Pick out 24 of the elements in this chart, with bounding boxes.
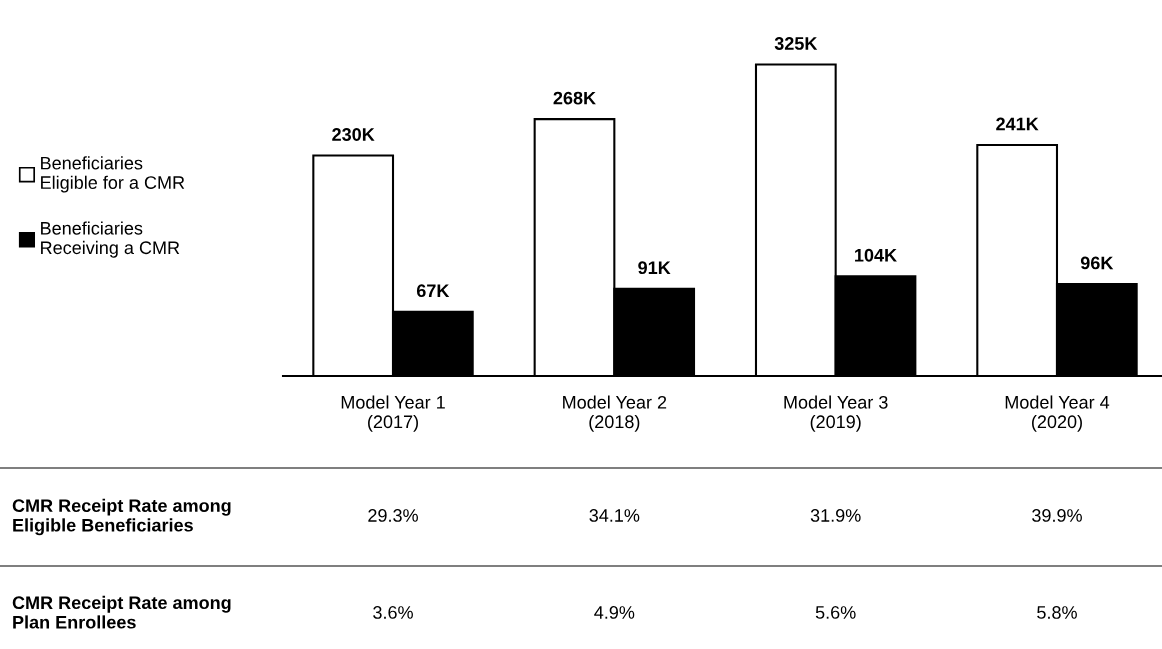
text: 39.9%	[1032, 509, 1082, 522]
x-tick-label: Model Year 2 (2018)	[563, 395, 667, 432]
x-tick-label: Model Year 1 (2017)	[341, 395, 445, 432]
data-label: 325K	[774, 37, 818, 50]
data-label: 241K	[996, 117, 1039, 131]
x-tick-label: Model Year 4 (2020)	[1005, 395, 1110, 432]
text: 34.1%	[589, 509, 640, 522]
text: 5.8%	[1037, 606, 1077, 619]
data-label: 230K	[332, 128, 375, 141]
text: 4.9%	[594, 606, 635, 619]
data-label: 96K	[1080, 256, 1114, 270]
legend-label: Beneficiaries Eligible for a CMR	[41, 156, 185, 193]
text: 5.6%	[815, 606, 856, 619]
text: CMR Receipt Rate among Plan Enrollees	[12, 595, 231, 629]
data-label: 268K	[553, 91, 596, 105]
text: 29.3%	[368, 509, 418, 522]
data-label: 104K	[855, 248, 897, 262]
legend-label: Beneficiaries Receiving a CMR	[41, 221, 180, 258]
text: 31.9%	[810, 509, 861, 522]
text: 3.6%	[373, 606, 413, 619]
text: CMR Receipt Rate among Eligible Beneficiaries	[12, 498, 231, 536]
data-label: 67K	[416, 284, 450, 298]
data-label: 91K	[638, 261, 671, 275]
x-tick-label: Model Year 3 (2019)	[784, 395, 888, 432]
